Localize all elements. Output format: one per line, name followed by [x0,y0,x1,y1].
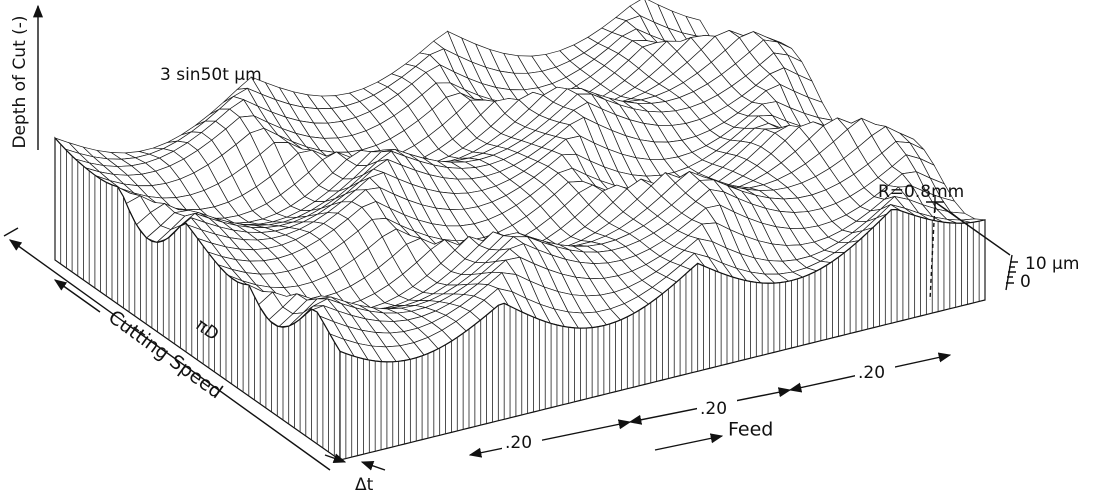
scale-zero-label: 0 [1020,272,1031,292]
delta-t-arrow [362,462,385,470]
feed-spacing-label: .20 [505,433,532,453]
excitation-label: 3 sin50t μm [160,65,262,85]
feed-label: Feed [728,419,773,441]
radius-label: R=0.8mm [878,182,964,202]
delta-t-label: Δt [355,475,374,495]
diagram: Depth of Cut (-) 3 sin50t μm R=0.8mm 10 … [0,0,1095,497]
feed-arrow [655,436,722,450]
scale-top-label: 10 μm [1025,254,1079,274]
feed-spacing-label: .20 [858,363,885,383]
feed-spacing-label: .20 [700,399,727,419]
dimension-tick [4,228,18,236]
depth-axis-label: Depth of Cut (-) [10,15,30,148]
feed-dimension [470,422,630,455]
